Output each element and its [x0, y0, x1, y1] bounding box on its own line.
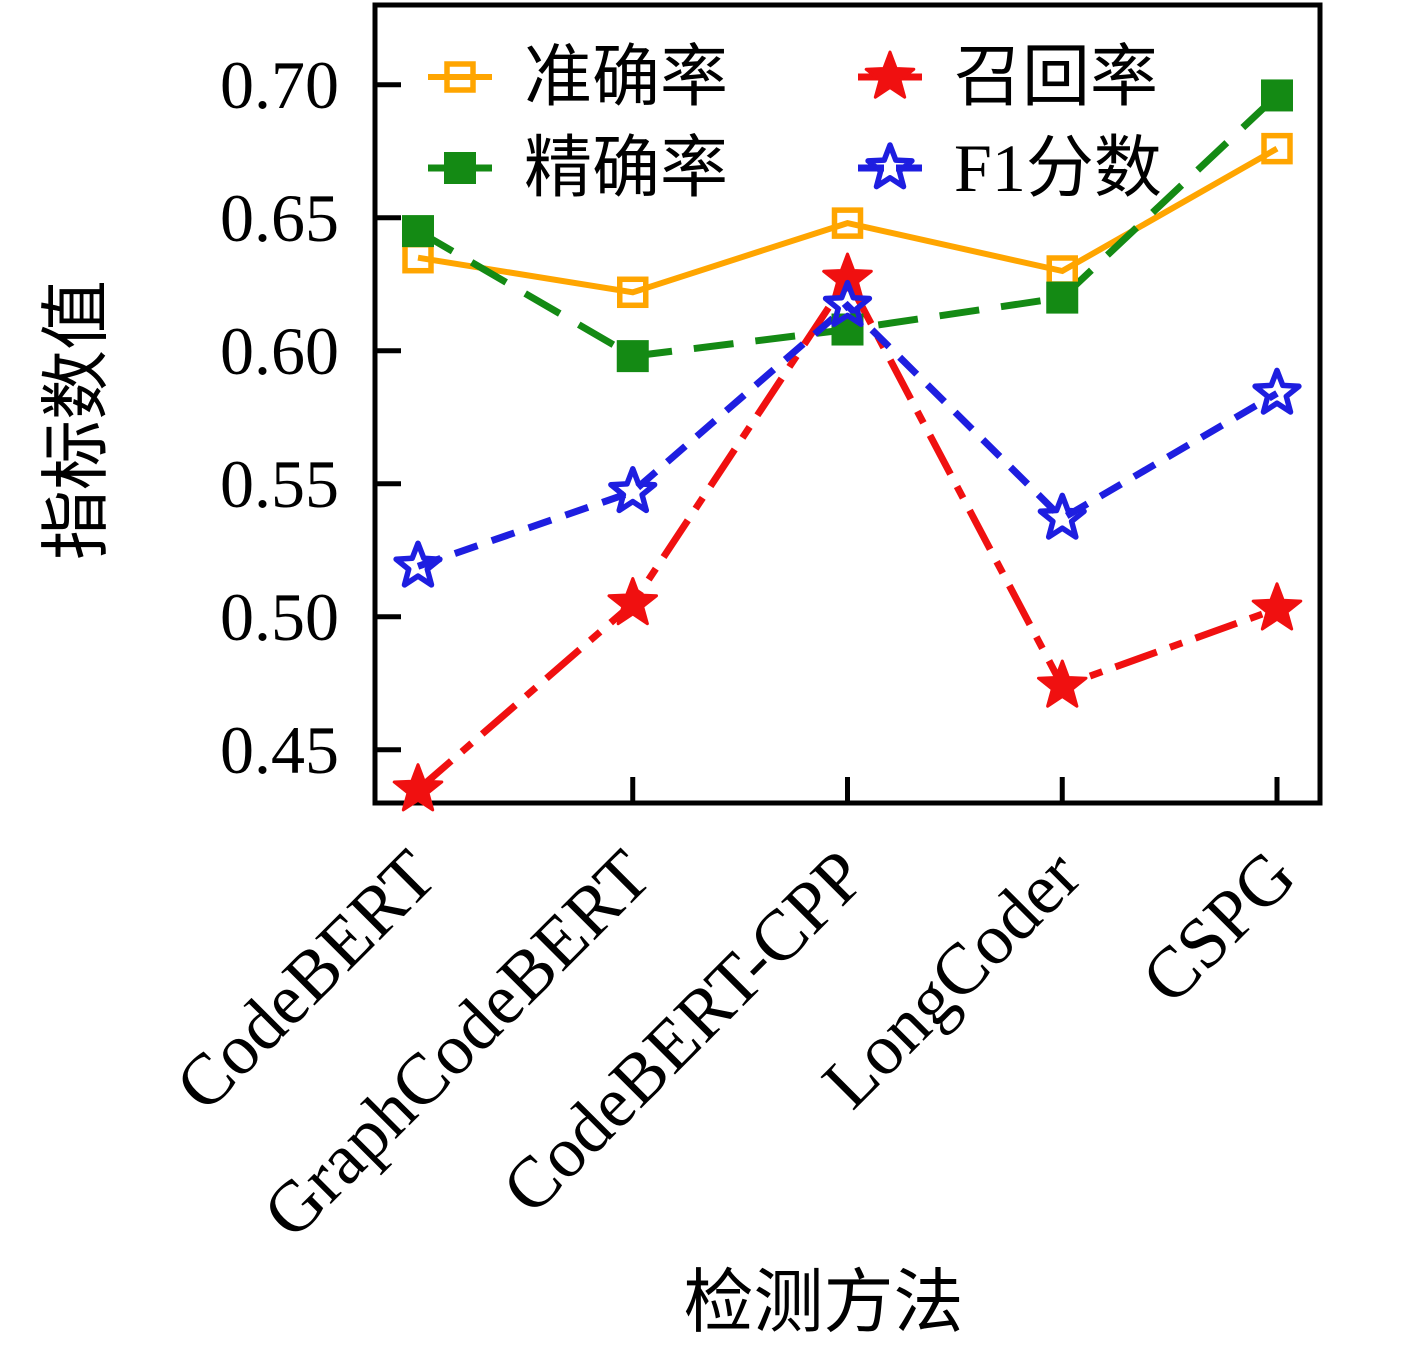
y-tick-label: 0.45 [220, 712, 339, 788]
legend-key-marker [864, 50, 916, 99]
series-marker-3-3 [1037, 492, 1087, 540]
series-marker-0-4 [1261, 132, 1293, 165]
legend-item-1: 召回率 [858, 39, 1158, 115]
legend-key-marker [444, 61, 476, 93]
y-tick-label: 0.70 [220, 47, 339, 123]
series-marker-2-3 [1046, 281, 1079, 314]
series-line-3 [416, 300, 1279, 570]
series-marker-3-0 [393, 540, 443, 588]
legend-label: 准确率 [524, 39, 728, 115]
legend-item-0: 准确率 [428, 39, 728, 115]
y-axis-title: 指标数值 [39, 280, 116, 560]
series-marker-2-0 [402, 215, 434, 248]
legend-item-2: 精确率 [428, 130, 728, 206]
legend-key-marker [444, 152, 476, 184]
legend-label: 召回率 [954, 39, 1158, 115]
x-axis-title: 检测方法 [684, 1265, 964, 1342]
legend-key-marker [865, 142, 915, 190]
series-marker-1-4 [1251, 582, 1303, 631]
series-marker-1-1 [607, 577, 658, 626]
legend-label: 精确率 [524, 130, 728, 206]
series-marker-0-2 [831, 207, 864, 239]
legend-item-3: F1分数 [858, 130, 1162, 206]
series-marker-3-4 [1252, 367, 1302, 415]
legend-label: F1分数 [954, 130, 1162, 206]
series-marker-0-1 [617, 276, 649, 309]
series-marker-1-0 [392, 763, 444, 812]
y-tick-label: 0.65 [220, 180, 339, 256]
y-tick-label: 0.60 [220, 313, 339, 389]
series-marker-3-2 [822, 279, 873, 327]
y-tick-label: 0.55 [220, 446, 339, 522]
series-marker-3-1 [608, 466, 658, 514]
series-marker-2-1 [616, 340, 649, 373]
series-line-1 [415, 272, 1279, 793]
series-marker-2-4 [1261, 79, 1293, 112]
series-marker-1-3 [1037, 659, 1088, 708]
y-tick-label: 0.50 [220, 579, 339, 655]
